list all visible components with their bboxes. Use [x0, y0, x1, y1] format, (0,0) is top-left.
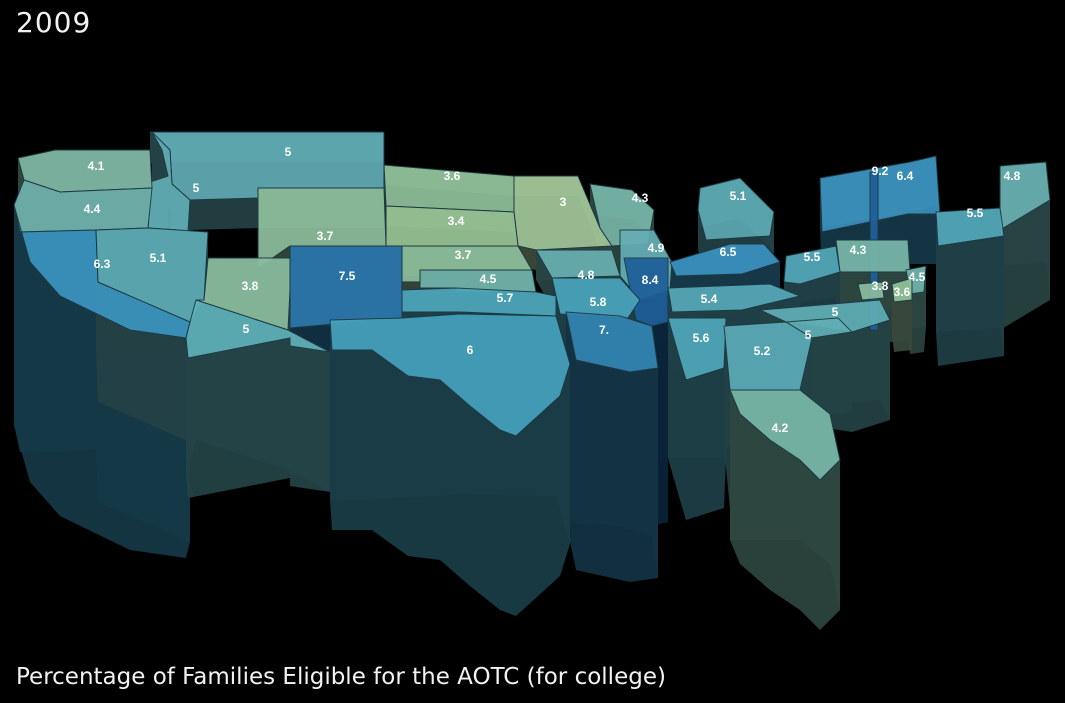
extrusion-florida: [770, 440, 800, 610]
state-alabama[interactable]: [667, 317, 727, 381]
label-missouri: 5.8: [590, 295, 607, 309]
extrusion-louisiana: [630, 368, 658, 582]
label-alabama: 5.6: [693, 331, 710, 345]
extrusion-florida: [820, 460, 840, 630]
label-idaho: 5: [193, 181, 200, 195]
label-georgia: 5.2: [754, 344, 771, 358]
label-texas: 6: [467, 343, 474, 357]
extrusion-georgia: [724, 326, 730, 510]
label-nebraska: 3.7: [455, 248, 472, 262]
extrusion-texas: [332, 350, 372, 530]
label-oregon: 4.4: [84, 202, 101, 216]
extrusion-california: [30, 262, 60, 516]
label-california: 6.3: [94, 257, 111, 271]
extrusion-texas: [330, 320, 332, 530]
label-new-jersey: 4.5: [909, 270, 926, 284]
extrusion-arizona: [186, 322, 190, 478]
label-new-york-line: 9.2: [872, 164, 889, 178]
label-south-carolina: 5: [805, 328, 812, 342]
state-kentucky[interactable]: [669, 243, 781, 277]
label-south-dakota: 3.4: [448, 214, 465, 228]
map-caption: Percentage of Families Eligible for the …: [16, 664, 666, 690]
extrusion-louisiana: [576, 360, 630, 582]
state-north-carolina[interactable]: [758, 299, 891, 333]
label-michigan: 5.1: [730, 189, 747, 203]
extrusion-florida: [740, 414, 770, 590]
extrusion-north-carolina: [852, 320, 890, 432]
label-wisconsin: 4.3: [632, 191, 649, 205]
state-georgia[interactable]: [723, 321, 813, 391]
extrusion-florida: [730, 390, 740, 564]
label-nevada: 5.1: [150, 251, 167, 265]
extrusion-maine: [1000, 200, 1050, 330]
label-louisiana: 7.: [599, 323, 609, 337]
extrusion-massachusetts: [936, 212, 938, 366]
year-title: 2009: [16, 6, 92, 39]
label-mississippi: 8.4: [642, 273, 659, 287]
extrusion-alabama: [668, 318, 680, 500]
extrusion-montana: [190, 198, 258, 230]
extrusion-delaware: [894, 300, 912, 352]
label-north-dakota: 3.6: [444, 169, 461, 183]
extrusion-texas: [500, 430, 516, 616]
state-pennsylvania[interactable]: [835, 239, 911, 273]
label-wyoming: 3.7: [317, 229, 334, 243]
extrusion-iowa: [536, 250, 552, 308]
state-colorado[interactable]: [289, 245, 403, 329]
label-kansas: 4.5: [480, 272, 497, 286]
state-oklahoma[interactable]: [401, 287, 557, 317]
label-massachusetts: 5.5: [967, 206, 984, 220]
state-florida[interactable]: [729, 389, 841, 481]
extrusion-texas: [440, 380, 470, 586]
state-delaware[interactable]: [891, 277, 913, 303]
state-arizona[interactable]: [185, 299, 331, 359]
label-montana: 5: [285, 145, 292, 159]
extrusion-new-york: [908, 214, 940, 264]
state-maryland[interactable]: [857, 281, 885, 301]
extrusion-texas: [372, 350, 408, 556]
state-tennessee[interactable]: [667, 283, 802, 313]
state-missouri[interactable]: [551, 277, 641, 319]
extrusion-texas: [516, 396, 560, 616]
state-texas[interactable]: [329, 313, 571, 437]
state-michigan[interactable]: [697, 177, 775, 241]
extrusion-alabama: [686, 368, 724, 520]
label-north-carolina: 5: [832, 305, 839, 319]
label-maryland: 3.8: [872, 279, 889, 293]
extrusion-alabama: [680, 360, 686, 520]
label-minnesota: 3: [560, 195, 567, 209]
label-delaware: 3.6: [894, 285, 911, 299]
state-louisiana[interactable]: [565, 311, 659, 373]
extrusion-south-carolina: [812, 332, 852, 418]
extrusion-massachusetts: [938, 236, 1004, 366]
label-illinois: 4.9: [648, 241, 665, 255]
extrusion-texas: [470, 406, 500, 610]
state-massachusetts[interactable]: [935, 207, 1005, 247]
label-colorado: 7.5: [339, 269, 356, 283]
label-florida: 4.2: [772, 421, 789, 435]
label-kentucky: 6.5: [720, 245, 737, 259]
label-ohio: 5.5: [804, 250, 821, 264]
extrusion-california: [14, 205, 30, 482]
label-new-york: 6.4: [897, 169, 914, 183]
extrusion-arizona: [188, 338, 290, 498]
label-washington: 4.1: [88, 159, 105, 173]
extrusion-texas: [560, 364, 570, 576]
state-ohio[interactable]: [783, 245, 841, 285]
state-labels: 5 5 4.1 6.4 4.8 3.6 9.2 3 5.1 4.4 4.3 3.7 6.3 3.4 5.5 5…: [84, 145, 1021, 435]
extrusion-texas: [408, 376, 440, 560]
label-arizona: 5: [243, 322, 250, 336]
label-pennsylvania: 4.3: [850, 243, 867, 257]
label-tennessee: 5.4: [701, 292, 718, 306]
extrusion-florida: [800, 460, 820, 630]
extrusion-arizona: [290, 346, 330, 492]
label-iowa: 4.8: [578, 268, 595, 282]
label-maine: 4.8: [1004, 169, 1021, 183]
label-oklahoma: 5.7: [497, 291, 514, 305]
extrusion-new-jersey: [910, 292, 924, 354]
state-iowa[interactable]: [535, 249, 621, 279]
label-utah: 3.8: [242, 279, 259, 293]
state-tops: [13, 131, 1051, 481]
